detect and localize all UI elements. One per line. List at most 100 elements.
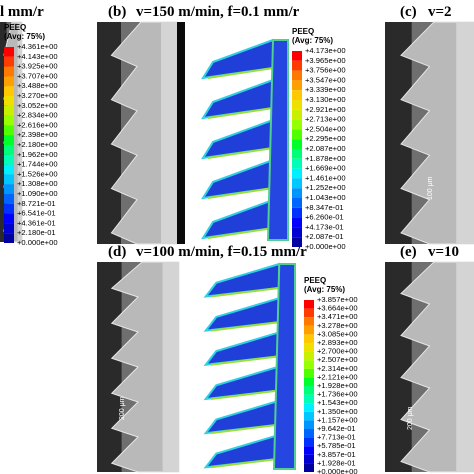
legend-swatch bbox=[4, 105, 14, 116]
legend-swatch bbox=[292, 80, 302, 91]
legend-swatch bbox=[304, 463, 314, 472]
chip-profile bbox=[110, 261, 180, 473]
legend-swatch bbox=[292, 178, 302, 189]
fem-shear-band bbox=[210, 286, 280, 298]
panel-label: (b) bbox=[108, 4, 126, 20]
legend-subtitle: (Avg: 75%) bbox=[4, 32, 45, 41]
legend-value: +1.526e+00 bbox=[17, 169, 58, 178]
legend-swatch bbox=[4, 96, 14, 106]
tool-edge bbox=[162, 262, 179, 472]
tool-edge bbox=[161, 22, 177, 244]
caption-fragment: l mm/r bbox=[0, 4, 44, 20]
legend-swatch bbox=[4, 233, 14, 243]
micrograph-dark bbox=[97, 22, 121, 244]
legend-swatch bbox=[304, 446, 314, 455]
legend-value: +8.721e-01 bbox=[17, 199, 56, 208]
fem-workpiece bbox=[266, 39, 289, 241]
legend-value: +2.893e+00 bbox=[317, 338, 358, 347]
legend-swatch bbox=[292, 129, 302, 140]
micrograph-dark bbox=[0, 22, 7, 242]
legend-value: +2.616e+00 bbox=[17, 120, 58, 129]
scale-bar-label: 100 μm bbox=[427, 176, 434, 200]
legend-swatch bbox=[292, 90, 302, 100]
tool-edge bbox=[456, 262, 474, 472]
legend-swatch bbox=[304, 325, 314, 335]
legend-value: +6.541e-01 bbox=[17, 209, 56, 218]
legend-value: +1.461e+00 bbox=[305, 173, 346, 182]
legend-swatch bbox=[292, 51, 302, 61]
legend-value: +2.713e+00 bbox=[305, 115, 346, 124]
panel-label: (e) bbox=[400, 244, 417, 260]
fem-shear-band bbox=[207, 187, 274, 199]
legend-swatch bbox=[4, 203, 14, 214]
legend-value: +4.173e-01 bbox=[305, 222, 344, 231]
fem-shear-band bbox=[210, 389, 280, 400]
legend-value: +9.642e-01 bbox=[317, 424, 356, 433]
legend-value: +1.308e+00 bbox=[17, 179, 58, 188]
legend-swatch bbox=[4, 164, 14, 175]
legend-swatch bbox=[292, 70, 302, 81]
legend-value: +3.130e+00 bbox=[305, 95, 346, 104]
fem-workpiece bbox=[272, 263, 296, 470]
legend-swatch bbox=[4, 76, 14, 87]
legend-value: +1.090e+00 bbox=[17, 189, 58, 198]
legend-value: +5.785e-01 bbox=[317, 441, 356, 450]
legend-value: +2.507e+00 bbox=[317, 355, 358, 364]
legend-value: +2.180e-01 bbox=[17, 228, 56, 237]
legend-swatch bbox=[292, 60, 302, 71]
legend-swatch bbox=[304, 394, 314, 404]
legend-swatch bbox=[4, 115, 14, 126]
fem-shear-band bbox=[207, 147, 274, 159]
fem-shear-band bbox=[210, 321, 280, 332]
legend-swatch bbox=[4, 47, 14, 57]
legend-title: PEEQ bbox=[304, 276, 326, 285]
legend-value: +3.471e+00 bbox=[317, 312, 358, 321]
legend-swatch bbox=[304, 429, 314, 438]
fem-shear-band bbox=[207, 227, 274, 239]
legend-swatch bbox=[4, 194, 14, 204]
legend-value: +1.736e+00 bbox=[317, 390, 358, 399]
legend-swatch bbox=[292, 207, 302, 218]
legend-value: +1.157e+00 bbox=[317, 415, 358, 424]
legend-subtitle: (Avg: 75%) bbox=[292, 36, 333, 45]
legend-value: +3.052e+00 bbox=[17, 101, 58, 110]
legend-value: +0.000e+00 bbox=[305, 242, 346, 251]
scale-bar-label: 200 μm bbox=[119, 396, 126, 420]
legend-swatch bbox=[4, 125, 14, 136]
legend-swatch bbox=[4, 213, 14, 224]
legend-value: +3.547e+00 bbox=[305, 75, 346, 84]
legend-value: +4.173e+00 bbox=[305, 46, 346, 55]
micrograph-dark bbox=[385, 262, 412, 472]
legend-title: PEEQ bbox=[292, 27, 314, 36]
legend-swatch bbox=[304, 300, 314, 309]
legend-value: +3.085e+00 bbox=[317, 329, 358, 338]
panel-caption: v=100 m/min, f=0.15 mm/r bbox=[136, 244, 307, 260]
legend-value: +1.962e+00 bbox=[17, 150, 58, 159]
legend-swatch bbox=[292, 139, 302, 149]
legend-swatch bbox=[304, 403, 314, 412]
legend-swatch bbox=[4, 174, 14, 185]
legend-swatch bbox=[292, 109, 302, 120]
legend-value: +2.121e+00 bbox=[317, 372, 358, 381]
legend-swatch bbox=[4, 56, 14, 67]
legend-swatch bbox=[4, 154, 14, 165]
legend-swatch bbox=[4, 66, 14, 77]
legend-value: +6.260e-01 bbox=[305, 213, 344, 222]
micrograph-dark bbox=[385, 22, 412, 244]
legend-swatch bbox=[292, 119, 302, 130]
legend-swatch bbox=[304, 377, 314, 386]
legend-swatch bbox=[292, 100, 302, 110]
legend-value: +2.700e+00 bbox=[317, 347, 358, 356]
legend-swatch bbox=[304, 343, 314, 352]
legend-swatch bbox=[4, 135, 14, 145]
legend-value: +1.043e+00 bbox=[305, 193, 346, 202]
legend-swatch bbox=[292, 168, 302, 179]
legend-swatch bbox=[304, 420, 314, 429]
legend-swatch bbox=[4, 184, 14, 194]
legend-value: +2.295e+00 bbox=[305, 134, 346, 143]
panel-caption: v=2 bbox=[428, 4, 452, 20]
panel-label: (c) bbox=[400, 4, 417, 20]
legend-value: +3.488e+00 bbox=[17, 81, 58, 90]
legend-value: +1.928e-01 bbox=[317, 458, 356, 467]
